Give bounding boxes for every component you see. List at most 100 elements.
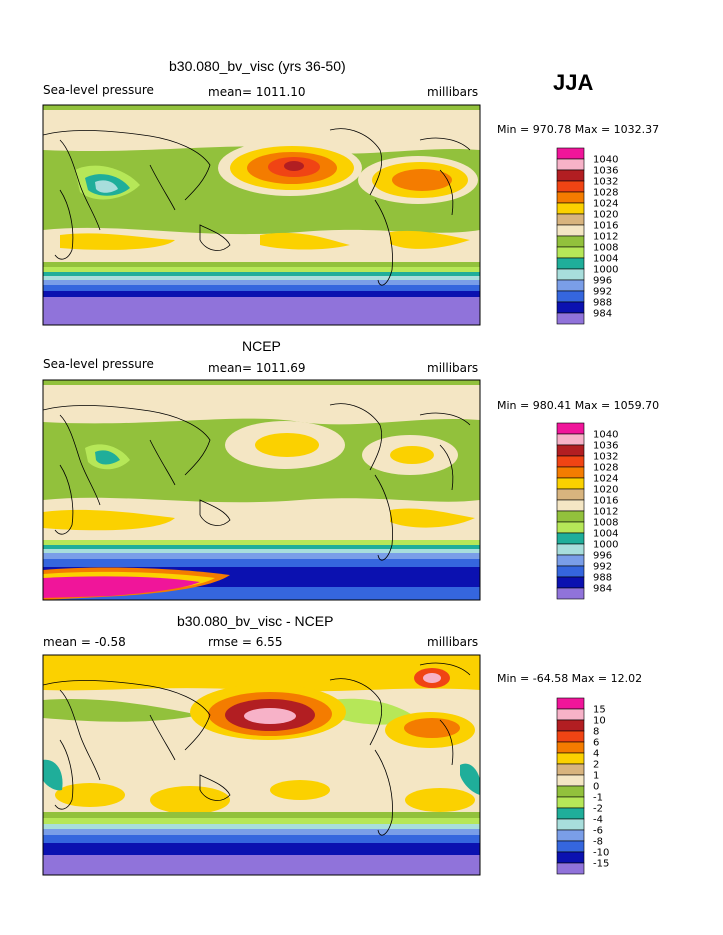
legend-swatch (556, 268, 585, 281)
legend-swatch (556, 191, 585, 204)
panel2-units: millibars (427, 361, 479, 375)
legend-level-label: 1032 (593, 177, 618, 188)
legend-swatch (556, 576, 585, 589)
panel3-minmax: Min = -64.58 Max = 12.02 (497, 672, 643, 685)
legend-level-label: 988 (593, 298, 612, 309)
legend-swatch (556, 697, 585, 710)
legend-swatch (556, 224, 585, 237)
legend-level-label: 996 (593, 276, 612, 287)
legend-level-label: 1020 (593, 210, 618, 221)
legend-level-label: 988 (593, 573, 612, 584)
panel3-units: millibars (427, 635, 479, 649)
legend-level-label: 996 (593, 551, 612, 562)
panel3-map (42, 654, 481, 876)
legend-swatch (556, 741, 585, 754)
legend-swatch (556, 510, 585, 523)
legend-level-label: 1000 (593, 540, 618, 551)
legend-level-label: 1008 (593, 518, 618, 529)
legend-swatch (556, 444, 585, 457)
legend-level-label: 1004 (593, 529, 618, 540)
legend-swatch (556, 818, 585, 831)
panel2-title: NCEP (242, 338, 281, 354)
panel1-mean: mean= 1011.10 (208, 85, 306, 99)
legend-swatch (556, 488, 585, 501)
legend-swatch (556, 301, 585, 314)
legend-level-label: 1032 (593, 452, 618, 463)
legend-level-label: -10 (593, 848, 609, 859)
legend-swatch (556, 290, 585, 303)
legend-level-label: 1040 (593, 430, 618, 441)
legend-swatch (556, 862, 585, 875)
legend-level-label: 1016 (593, 496, 618, 507)
legend-swatch (556, 257, 585, 270)
legend-swatch (556, 235, 585, 248)
legend-swatch (556, 587, 585, 600)
panel1-minmax: Min = 970.78 Max = 1032.37 (497, 123, 660, 136)
legend-swatch (556, 466, 585, 479)
legend-level-label: 1028 (593, 463, 618, 474)
legend-swatch (556, 565, 585, 578)
legend-swatch (556, 246, 585, 259)
legend-level-label: 4 (593, 749, 599, 760)
legend-level-label: 1012 (593, 507, 618, 518)
legend-level-label: -6 (593, 826, 603, 837)
legend-swatch (556, 180, 585, 193)
legend-level-label: -2 (593, 804, 603, 815)
panel3-rmse: rmse = 6.55 (208, 635, 283, 649)
legend-panel1: 1040103610321028102410201016101210081004… (556, 147, 618, 325)
legend-swatch (556, 158, 585, 171)
legend-swatch (556, 730, 585, 743)
panel1-title: b30.080_bv_visc (yrs 36-50) (169, 58, 346, 74)
legend-swatch (556, 752, 585, 765)
legend-swatch (556, 785, 585, 798)
legend-level-label: 1036 (593, 166, 618, 177)
panel2-map (42, 379, 481, 601)
season-label: JJA (553, 70, 594, 95)
legend-swatch (556, 829, 585, 842)
legend-level-label: -1 (593, 793, 603, 804)
legends: 1040103610321028102410201016101210081004… (556, 147, 618, 875)
legend-level-label: 15 (593, 705, 606, 716)
legend-swatch (556, 708, 585, 721)
legend-level-label: 1000 (593, 265, 618, 276)
legend-level-label: -8 (593, 837, 603, 848)
legend-level-label: 6 (593, 738, 599, 749)
legend-level-label: 992 (593, 562, 612, 573)
panel3-mean: mean = -0.58 (43, 635, 126, 649)
legend-swatch (556, 796, 585, 809)
legend-swatch (556, 202, 585, 215)
legend-level-label: 1 (593, 771, 599, 782)
legend-swatch (556, 532, 585, 545)
legend-swatch (556, 763, 585, 776)
legend-level-label: 1004 (593, 254, 618, 265)
legend-swatch (556, 851, 585, 864)
legend-panel2: 1040103610321028102410201016101210081004… (556, 422, 618, 600)
legend-swatch (556, 147, 585, 160)
panel1-map (42, 104, 481, 326)
legend-level-label: 1040 (593, 155, 618, 166)
legend-level-label: 984 (593, 584, 612, 595)
panel3-title: b30.080_bv_visc - NCEP (177, 613, 334, 629)
legend-level-label: 8 (593, 727, 599, 738)
legend-swatch (556, 455, 585, 468)
panel1-left-label: Sea-level pressure (43, 83, 154, 97)
legend-swatch (556, 312, 585, 325)
legend-level-label: -4 (593, 815, 603, 826)
legend-swatch (556, 169, 585, 182)
legend-swatch (556, 499, 585, 512)
legend-level-label: 1008 (593, 243, 618, 254)
legend-swatch (556, 774, 585, 787)
legend-swatch (556, 433, 585, 446)
legend-swatch (556, 543, 585, 556)
legend-level-label: 984 (593, 309, 612, 320)
legend-swatch (556, 213, 585, 226)
legend-swatch (556, 807, 585, 820)
legend-level-label: 1016 (593, 221, 618, 232)
legend-swatch (556, 521, 585, 534)
legend-level-label: 1028 (593, 188, 618, 199)
panel1-units: millibars (427, 85, 479, 99)
legend-swatch (556, 477, 585, 490)
legend-level-label: 1020 (593, 485, 618, 496)
